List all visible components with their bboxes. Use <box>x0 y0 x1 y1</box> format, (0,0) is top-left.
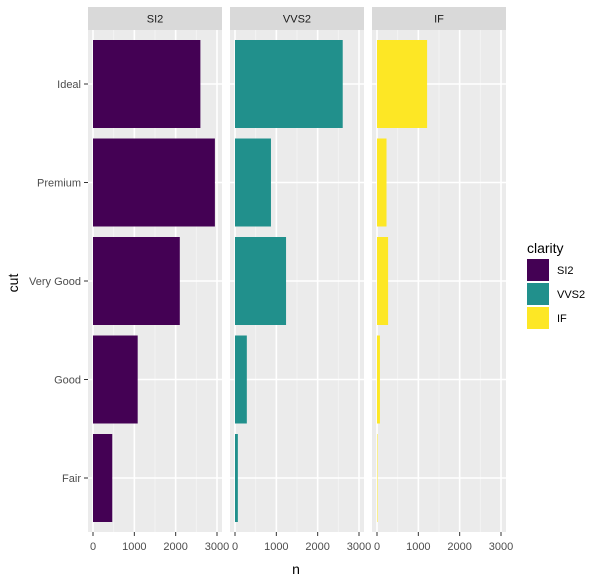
y-tick-label: Very Good <box>29 276 81 288</box>
y-axis-title: cut <box>5 274 21 293</box>
x-tick-label: 2000 <box>163 541 187 553</box>
bar-vvs2-premium <box>235 138 271 227</box>
x-axis-title: n <box>292 561 300 577</box>
x-tick-label: 2000 <box>447 541 471 553</box>
bar-if-ideal <box>377 40 428 128</box>
bar-si2-very-good <box>93 237 180 325</box>
legend: clarity SI2 VVS2 IF <box>527 240 585 329</box>
x-tick-label: 0 <box>374 541 380 553</box>
bar-si2-fair <box>93 434 113 522</box>
legend-label: SI2 <box>557 265 574 277</box>
facet-strip-label: IF <box>434 14 444 26</box>
x-tick-label: 3000 <box>489 541 513 553</box>
facet-strip <box>230 7 364 30</box>
facet-strip-label: SI2 <box>147 14 164 26</box>
x-tick-label: 1000 <box>264 541 288 553</box>
x-tick-label: 0 <box>90 541 96 553</box>
x-tick-label: 3000 <box>347 541 371 553</box>
y-tick-label: Good <box>54 375 81 387</box>
bar-if-good <box>377 335 380 424</box>
bar-si2-ideal <box>93 40 201 128</box>
x-tick-label: 1000 <box>406 541 430 553</box>
facet-strip <box>372 7 506 30</box>
bar-if-very-good <box>377 237 389 325</box>
facet-panel-if: IF 0 1000 2000 3000 <box>372 7 513 553</box>
x-tick-label: 3000 <box>205 541 229 553</box>
legend-label: IF <box>557 313 567 325</box>
facet-panel-si2: SI2 0 1000 2000 3000 <box>88 7 229 553</box>
bar-vvs2-very-good <box>235 237 287 325</box>
y-tick-label: Fair <box>62 473 81 485</box>
bar-vvs2-fair <box>235 434 238 522</box>
x-tick-label: 0 <box>232 541 238 553</box>
bar-vvs2-ideal <box>235 40 343 128</box>
facet-panel-vvs2: VVS2 0 1000 2000 3000 <box>230 7 371 553</box>
bar-if-premium <box>377 138 387 227</box>
y-tick-label: Ideal <box>57 79 81 91</box>
y-axis: Ideal Premium Very Good Good Fair <box>29 79 88 485</box>
facet-strip <box>88 7 222 30</box>
bar-if-fair <box>377 434 378 522</box>
bar-si2-good <box>93 335 138 424</box>
legend-key-si2 <box>527 259 549 281</box>
legend-key-vvs2 <box>527 283 549 305</box>
x-tick-label: 1000 <box>122 541 146 553</box>
facet-panels: SI2 0 1000 2000 3000 VVS2 0 1000 2000 3000 IF 0 1000… <box>88 7 513 553</box>
facet-strip-label: VVS2 <box>283 14 311 26</box>
y-tick-label: Premium <box>37 178 81 190</box>
legend-label: VVS2 <box>557 289 585 301</box>
bar-vvs2-good <box>235 335 247 424</box>
x-tick-label: 2000 <box>305 541 329 553</box>
bar-si2-premium <box>93 138 215 227</box>
legend-key-if <box>527 307 549 329</box>
legend-title: clarity <box>527 240 564 256</box>
